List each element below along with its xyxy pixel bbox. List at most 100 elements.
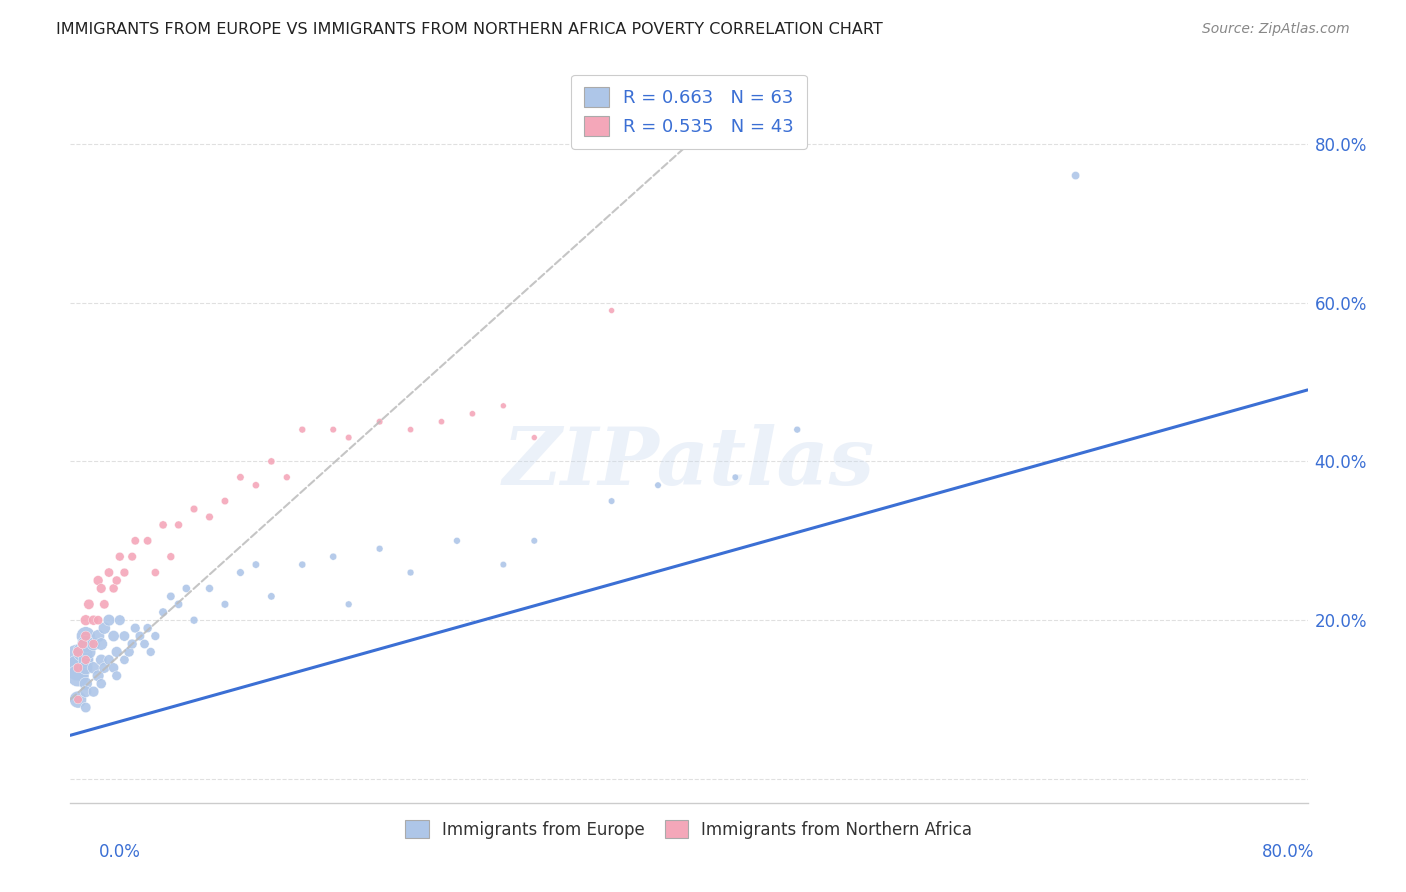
Point [322, 423, 344, 437]
Point [152, 517, 174, 532]
Point [134, 637, 156, 651]
Point [82, 637, 105, 651]
Point [647, 478, 669, 492]
Point [229, 470, 252, 484]
Point [245, 558, 267, 572]
Point [67, 653, 90, 667]
Point [103, 582, 125, 596]
Text: IMMIGRANTS FROM EUROPE VS IMMIGRANTS FROM NORTHERN AFRICA POVERTY CORRELATION CH: IMMIGRANTS FROM EUROPE VS IMMIGRANTS FRO… [56, 22, 883, 37]
Point [67, 669, 90, 683]
Point [260, 454, 283, 468]
Point [105, 574, 128, 588]
Point [124, 533, 146, 548]
Point [260, 590, 283, 604]
Point [136, 533, 159, 548]
Text: 80.0%: 80.0% [1263, 843, 1315, 861]
Point [492, 558, 515, 572]
Point [724, 470, 747, 484]
Point [87, 669, 110, 683]
Point [245, 478, 267, 492]
Point [77, 597, 100, 611]
Point [82, 637, 105, 651]
Point [214, 494, 236, 508]
Point [72, 637, 94, 651]
Point [124, 621, 146, 635]
Point [152, 605, 174, 619]
Point [160, 590, 183, 604]
Point [90, 676, 112, 690]
Point [139, 645, 162, 659]
Point [399, 423, 422, 437]
Point [322, 549, 344, 564]
Point [523, 533, 546, 548]
Point [82, 613, 105, 627]
Point [93, 621, 115, 635]
Point [75, 700, 97, 714]
Point [87, 613, 110, 627]
Point [103, 661, 125, 675]
Point [67, 692, 90, 706]
Point [129, 629, 152, 643]
Point [600, 494, 623, 508]
Point [98, 566, 120, 580]
Point [337, 597, 360, 611]
Point [276, 470, 298, 484]
Point [103, 629, 125, 643]
Point [145, 566, 166, 580]
Point [136, 621, 159, 635]
Point [198, 582, 221, 596]
Point [291, 423, 314, 437]
Point [214, 597, 236, 611]
Point [145, 629, 166, 643]
Point [98, 653, 120, 667]
Point [167, 597, 190, 611]
Point [93, 661, 115, 675]
Legend: Immigrants from Europe, Immigrants from Northern Africa: Immigrants from Europe, Immigrants from … [395, 810, 983, 848]
Point [75, 653, 97, 667]
Point [461, 407, 484, 421]
Point [105, 669, 128, 683]
Point [75, 676, 97, 690]
Point [523, 431, 546, 445]
Point [90, 582, 112, 596]
Point [174, 582, 197, 596]
Point [98, 613, 120, 627]
Point [118, 645, 141, 659]
Point [75, 684, 97, 698]
Point [87, 574, 110, 588]
Point [90, 637, 112, 651]
Point [430, 415, 453, 429]
Point [368, 415, 391, 429]
Point [121, 637, 143, 651]
Point [114, 629, 135, 643]
Text: ZIPatlas: ZIPatlas [503, 425, 875, 502]
Point [108, 613, 131, 627]
Point [67, 661, 90, 675]
Point [183, 502, 205, 516]
Point [77, 645, 100, 659]
Point [67, 661, 90, 675]
Point [93, 597, 115, 611]
Point [75, 637, 97, 651]
Text: 0.0%: 0.0% [98, 843, 141, 861]
Point [399, 566, 422, 580]
Point [105, 645, 128, 659]
Point [114, 653, 135, 667]
Point [229, 566, 252, 580]
Point [87, 629, 110, 643]
Point [67, 645, 90, 659]
Point [72, 645, 94, 659]
Point [82, 684, 105, 698]
Point [786, 423, 808, 437]
Point [75, 661, 97, 675]
Point [183, 613, 205, 627]
Point [337, 431, 360, 445]
Point [368, 541, 391, 556]
Point [492, 399, 515, 413]
Point [75, 653, 97, 667]
Point [114, 566, 135, 580]
Point [108, 549, 131, 564]
Point [121, 549, 143, 564]
Point [75, 629, 97, 643]
Point [446, 533, 468, 548]
